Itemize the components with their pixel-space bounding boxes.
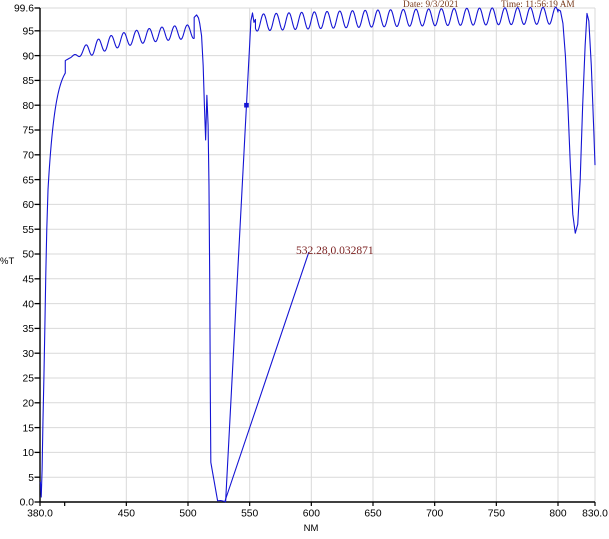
svg-text:600: 600: [303, 509, 320, 520]
svg-text:40: 40: [23, 299, 35, 310]
svg-text:50: 50: [23, 250, 35, 261]
svg-text:80: 80: [23, 101, 35, 112]
svg-text:%T: %T: [0, 256, 14, 267]
svg-text:20: 20: [23, 399, 35, 410]
svg-text:90: 90: [23, 51, 35, 62]
svg-text:0.0: 0.0: [20, 498, 35, 509]
svg-text:99.6: 99.6: [14, 4, 34, 15]
svg-text:15: 15: [23, 423, 35, 434]
svg-text:85: 85: [23, 76, 35, 87]
svg-text:10: 10: [23, 448, 35, 459]
svg-text:800: 800: [549, 509, 566, 520]
svg-text:750: 750: [488, 509, 505, 520]
svg-text:532.28,0.032871: 532.28,0.032871: [296, 245, 374, 257]
svg-text:380.0: 380.0: [27, 509, 53, 520]
svg-text:Date: 9/3/2021: Date: 9/3/2021: [403, 0, 459, 10]
svg-text:450: 450: [118, 509, 135, 520]
svg-text:500: 500: [179, 509, 196, 520]
svg-text:35: 35: [23, 324, 35, 335]
svg-text:45: 45: [23, 275, 35, 286]
svg-text:65: 65: [23, 175, 35, 186]
svg-text:95: 95: [23, 27, 35, 38]
svg-text:55: 55: [23, 225, 35, 236]
svg-text:Time: 11:56:19 AM: Time: 11:56:19 AM: [501, 0, 575, 10]
svg-text:650: 650: [364, 509, 381, 520]
svg-text:700: 700: [426, 509, 443, 520]
svg-text:NM: NM: [304, 523, 319, 534]
svg-text:830.0: 830.0: [582, 509, 608, 520]
svg-text:75: 75: [23, 126, 35, 137]
svg-text:5: 5: [28, 473, 34, 484]
svg-text:30: 30: [23, 349, 35, 360]
svg-text:70: 70: [23, 151, 35, 162]
svg-text:25: 25: [23, 374, 35, 385]
svg-text:60: 60: [23, 200, 35, 211]
svg-text:550: 550: [241, 509, 258, 520]
